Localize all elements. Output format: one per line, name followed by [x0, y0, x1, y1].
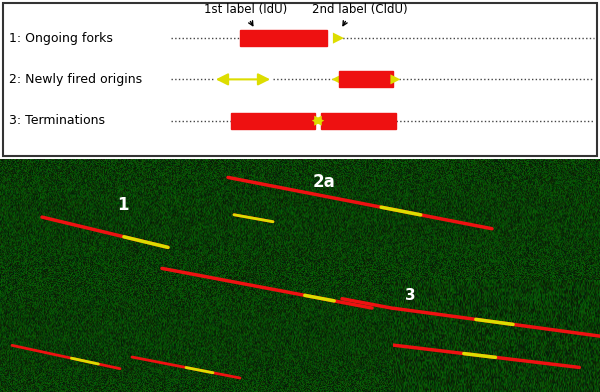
Text: 2nd label (CldU): 2nd label (CldU)	[312, 3, 408, 16]
Bar	[231, 113, 315, 129]
Text: 3: Terminations: 3: Terminations	[9, 114, 105, 127]
Text: 1: 1	[117, 196, 129, 214]
Bar	[240, 30, 327, 46]
Text: 2b: 2b	[486, 285, 510, 303]
Text: 1: Ongoing forks: 1: Ongoing forks	[9, 32, 113, 45]
Bar	[321, 113, 396, 129]
Text: 2a: 2a	[313, 173, 335, 191]
Bar	[339, 71, 393, 87]
Text: 2: Newly fired origins: 2: Newly fired origins	[9, 73, 142, 86]
Text: 3: 3	[406, 288, 416, 303]
Text: 1st label (IdU): 1st label (IdU)	[205, 3, 287, 16]
